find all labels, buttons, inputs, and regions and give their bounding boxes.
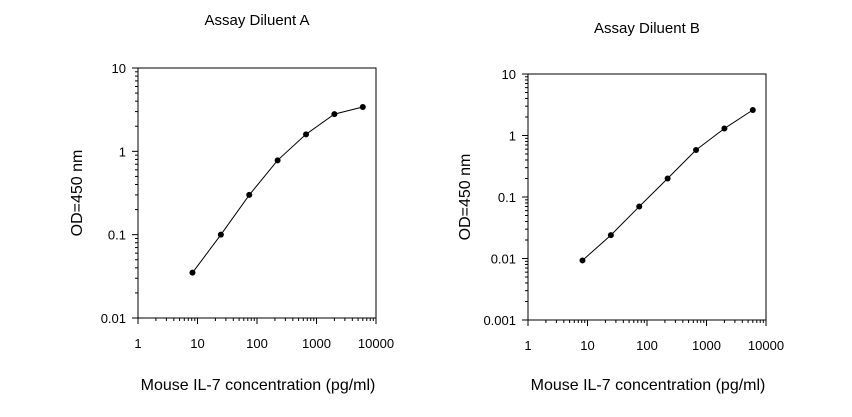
chart1-data-point [246, 191, 253, 198]
chart2-data-point [749, 106, 756, 113]
chart2-data-point [579, 257, 586, 264]
chart2-title: Assay Diluent B [594, 20, 700, 37]
chart1-plot-frame [137, 67, 377, 319]
chart2-y-tick-label: 0.001 [483, 313, 516, 328]
chart2-data-point [721, 125, 728, 132]
chart1-series-line [192, 106, 363, 273]
chart2-series-line [582, 109, 754, 261]
chart1-y-tick-label: 0.1 [108, 228, 126, 243]
chart2-data-point [636, 203, 643, 210]
chart2-x-tick-label: 1000 [692, 338, 721, 353]
chart2-x-tick-label: 1 [524, 338, 531, 353]
chart2-data-point [664, 175, 671, 182]
chart1-data-point [303, 131, 310, 138]
chart1-title: Assay Diluent A [204, 12, 309, 29]
chart1-x-tick-label: 1 [134, 336, 141, 351]
chart1-y-tick-label: 10 [112, 61, 126, 76]
chart2-y-tick-label: 10 [502, 67, 516, 82]
chart2-y-tick-label: 0.01 [491, 252, 516, 267]
chart1-data-point [331, 111, 338, 118]
chart2-x-tick-label: 10000 [748, 338, 784, 353]
chart2-data-point [607, 232, 614, 239]
chart1-x-tick-label: 100 [246, 336, 268, 351]
chart1-data-point [359, 104, 366, 111]
chart1-y-axis-label: OD=450 nm [69, 150, 86, 237]
chart1-y-tick-label: 0.01 [101, 311, 126, 326]
chart1-data-point [217, 231, 224, 238]
chart2-x-tick-label: 10 [580, 338, 594, 353]
chart1-x-axis-label: Mouse IL-7 concentration (pg/ml) [141, 377, 376, 394]
chart2-data-point [693, 147, 700, 154]
chart1-y-tick-label: 1 [119, 144, 126, 159]
chart1-x-tick-label: 10 [190, 336, 204, 351]
chart1-data-point [189, 269, 196, 276]
chart2-y-tick-label: 0.1 [498, 190, 516, 205]
chart2-y-axis-label: OD=450 nm [457, 154, 474, 241]
chart1-x-tick-label: 10000 [358, 336, 394, 351]
chart2-y-tick-label: 1 [509, 129, 516, 144]
chart1-x-tick-label: 1000 [302, 336, 331, 351]
chart2-plot-frame [527, 73, 767, 321]
chart2-x-tick-label: 100 [636, 338, 658, 353]
chart2-x-axis-label: Mouse IL-7 concentration (pg/ml) [531, 377, 766, 394]
chart1-data-point [274, 157, 281, 164]
